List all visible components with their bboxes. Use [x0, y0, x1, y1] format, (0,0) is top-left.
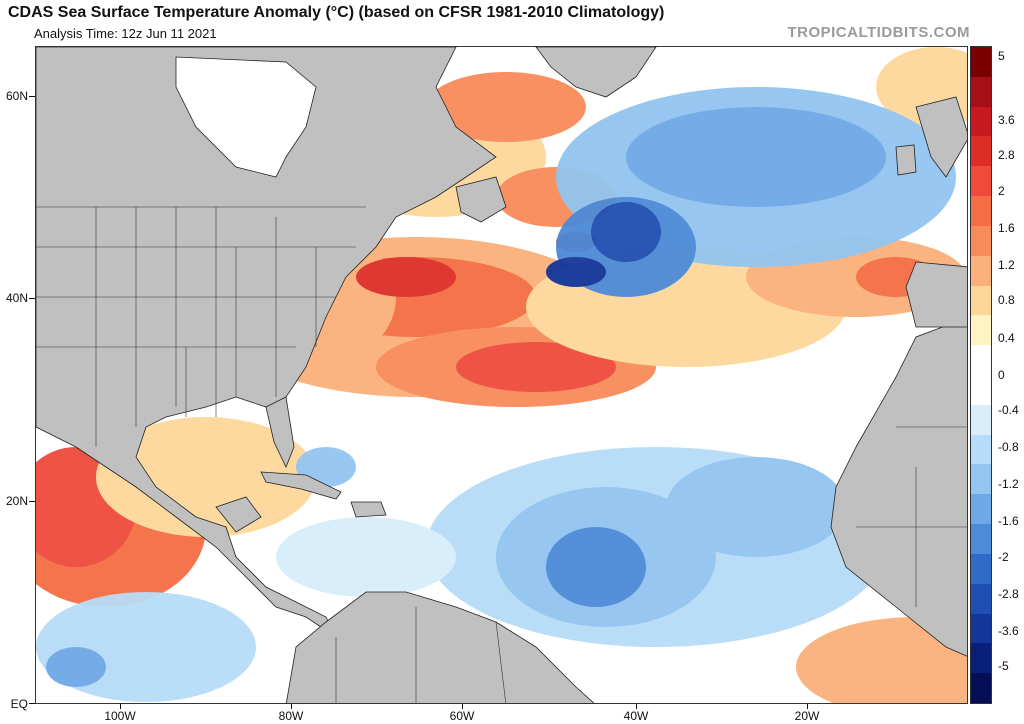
colorbar-segment — [971, 553, 991, 585]
lat-tick-20n — [29, 501, 35, 502]
lat-tick-eq — [29, 703, 35, 704]
colorbar-label: -2.8 — [998, 587, 1019, 601]
lon-tick-60w — [462, 704, 463, 709]
lon-label-60w: 60W — [449, 709, 475, 723]
colorbar-segment — [971, 464, 991, 495]
state-borders — [36, 206, 967, 703]
hudson-bay — [175, 56, 317, 178]
colorbar-segment — [971, 255, 991, 287]
lat-label-20n: 20N — [5, 494, 28, 508]
colorbar-segment — [971, 47, 991, 78]
colorbar-segment — [971, 673, 991, 704]
colorbar-label: -5 — [998, 659, 1009, 673]
colorbar-segment — [971, 434, 991, 465]
colorbar-segment — [971, 196, 991, 227]
colorbar-segment — [971, 613, 991, 644]
colorbar-label: 2 — [998, 184, 1005, 198]
lat-label-60n: 60N — [5, 89, 28, 103]
colorbar-label: 5 — [998, 49, 1005, 63]
colorbar-segment — [971, 404, 991, 436]
lon-tick-80w — [291, 704, 292, 709]
iberia — [905, 261, 967, 328]
lat-label-eq: EQ — [10, 697, 28, 711]
north-america — [36, 47, 497, 639]
south-america — [285, 591, 595, 703]
colorbar — [970, 46, 992, 704]
colorbar-label: 0.8 — [998, 293, 1015, 307]
map-title: CDAS Sea Surface Temperature Anomaly (°C… — [8, 4, 665, 21]
colorbar-segment — [971, 315, 991, 346]
colorbar-segment — [971, 583, 991, 615]
lat-tick-60n — [29, 96, 35, 97]
florida — [265, 396, 295, 468]
colorbar-segment — [971, 494, 991, 525]
sst-anomaly-map — [35, 46, 968, 704]
lon-tick-40w — [636, 704, 637, 709]
hispaniola — [350, 501, 387, 518]
colorbar-segment — [971, 225, 991, 257]
lat-tick-40n — [29, 298, 35, 299]
colorbar-label: 0 — [998, 368, 1005, 382]
analysis-time: Analysis Time: 12z Jun 11 2021 — [34, 26, 217, 41]
colorbar-segment — [971, 345, 991, 376]
land-masses — [36, 47, 967, 703]
colorbar-label: 0.4 — [998, 331, 1015, 345]
lon-label-100w: 100W — [104, 709, 136, 723]
colorbar-segment — [971, 136, 991, 167]
colorbar-label: 1.6 — [998, 221, 1015, 235]
yucatan — [215, 496, 262, 533]
lat-label-40n: 40N — [5, 291, 28, 305]
greenland — [535, 47, 657, 98]
africa — [830, 317, 967, 657]
colorbar-segment — [971, 643, 991, 674]
lon-tick-20w — [807, 704, 808, 709]
ireland — [895, 144, 917, 176]
colorbar-label: -3.6 — [998, 624, 1019, 638]
lon-label-80w: 80W — [278, 709, 304, 723]
colorbar-label: -1.6 — [998, 514, 1019, 528]
colorbar-segment — [971, 285, 991, 316]
colorbar-label: -0.4 — [998, 403, 1019, 417]
cold-anomalies — [36, 87, 956, 702]
colorbar-label: 2.8 — [998, 148, 1015, 162]
colorbar-label: -0.8 — [998, 440, 1019, 454]
lon-tick-100w — [120, 704, 121, 709]
colorbar-segment — [971, 375, 991, 406]
colorbar-segment — [971, 524, 991, 555]
colorbar-label: -2 — [998, 550, 1009, 564]
colorbar-label: -1.2 — [998, 477, 1019, 491]
colorbar-label: 1.2 — [998, 258, 1015, 272]
lon-label-40w: 40W — [623, 709, 649, 723]
colorbar-label: 3.6 — [998, 113, 1015, 127]
colorbar-segment — [971, 76, 991, 108]
colorbar-segment — [971, 106, 991, 137]
colorbar-segment — [971, 166, 991, 197]
cuba — [260, 471, 342, 500]
british-isles — [915, 96, 967, 178]
lon-label-20w: 20W — [794, 709, 820, 723]
newfoundland — [455, 176, 507, 223]
brand-watermark: TROPICALTIDBITS.COM — [787, 24, 970, 41]
